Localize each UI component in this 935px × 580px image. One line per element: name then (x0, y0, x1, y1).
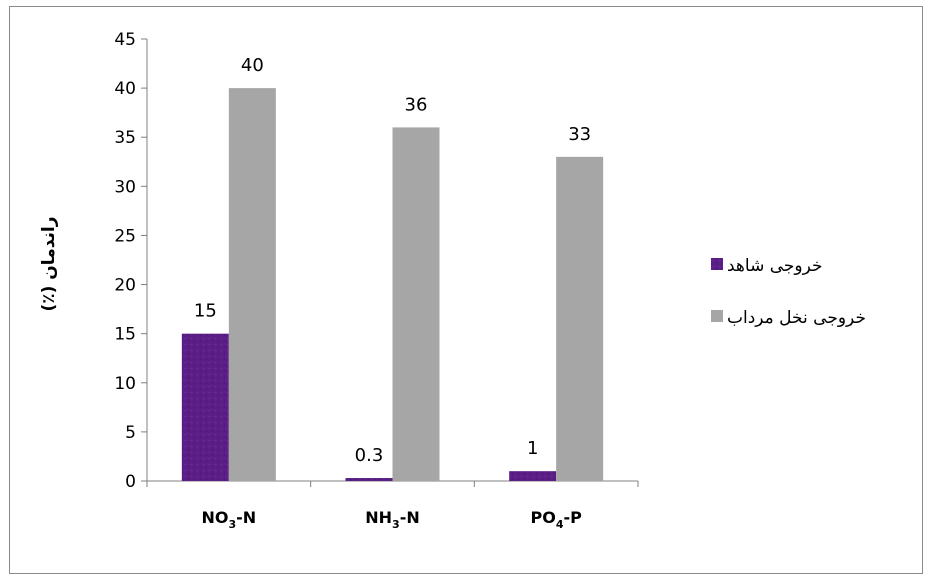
y-tick-label: 45 (114, 30, 136, 50)
legend-swatch (711, 258, 723, 270)
x-axis: NO3-N NH3-N PO4-P (146, 480, 639, 531)
legend-label: خروجی نخل مرداب (727, 308, 866, 328)
bar-marsh-palm-2 (556, 156, 604, 481)
y-axis-label: راندمان (٪) (39, 216, 59, 311)
y-tick-label: 5 (125, 423, 136, 443)
bar-chart: 0 5 10 15 20 25 30 35 40 45 NO3-N NH3-N PO4-P 15 0.3… (39, 30, 866, 531)
legend-label: خروجی شاهد (727, 256, 823, 276)
x-category-label: NH3-N (365, 508, 419, 531)
bars (181, 88, 604, 482)
legend: خروجی شاهد خروجی نخل مرداب (711, 256, 866, 328)
y-tick-label: 30 (114, 177, 136, 197)
y-tick-label: 15 (114, 325, 136, 345)
y-tick-label: 0 (125, 472, 136, 492)
x-category-label: PO4-P (530, 508, 582, 531)
data-label: 36 (405, 94, 428, 115)
legend-swatch (711, 310, 723, 322)
chart-area: 0 5 10 15 20 25 30 35 40 45 NO3-N NH3-N PO4-P 15 0.3… (9, 6, 923, 574)
bar-control-2 (509, 471, 557, 481)
data-label: 33 (568, 124, 591, 145)
data-label: 40 (241, 55, 264, 76)
y-tick-label: 35 (114, 128, 136, 148)
y-axis: 0 5 10 15 20 25 30 35 40 45 (114, 30, 148, 492)
data-label: 1 (527, 438, 538, 459)
y-tick-label: 20 (114, 276, 136, 296)
data-label: 0.3 (355, 445, 384, 466)
x-category-label: NO3-N (201, 508, 256, 531)
y-tick-label: 10 (114, 374, 136, 394)
bar-control-1 (345, 478, 393, 481)
data-label: 15 (194, 301, 217, 322)
y-tick-label: 40 (114, 79, 136, 99)
bar-marsh-palm-1 (392, 127, 440, 482)
bar-marsh-palm-0 (228, 88, 276, 481)
y-tick-label: 25 (114, 226, 136, 246)
bar-control-0 (181, 333, 229, 481)
data-labels: 15 0.3 1 40 36 33 (194, 55, 591, 466)
